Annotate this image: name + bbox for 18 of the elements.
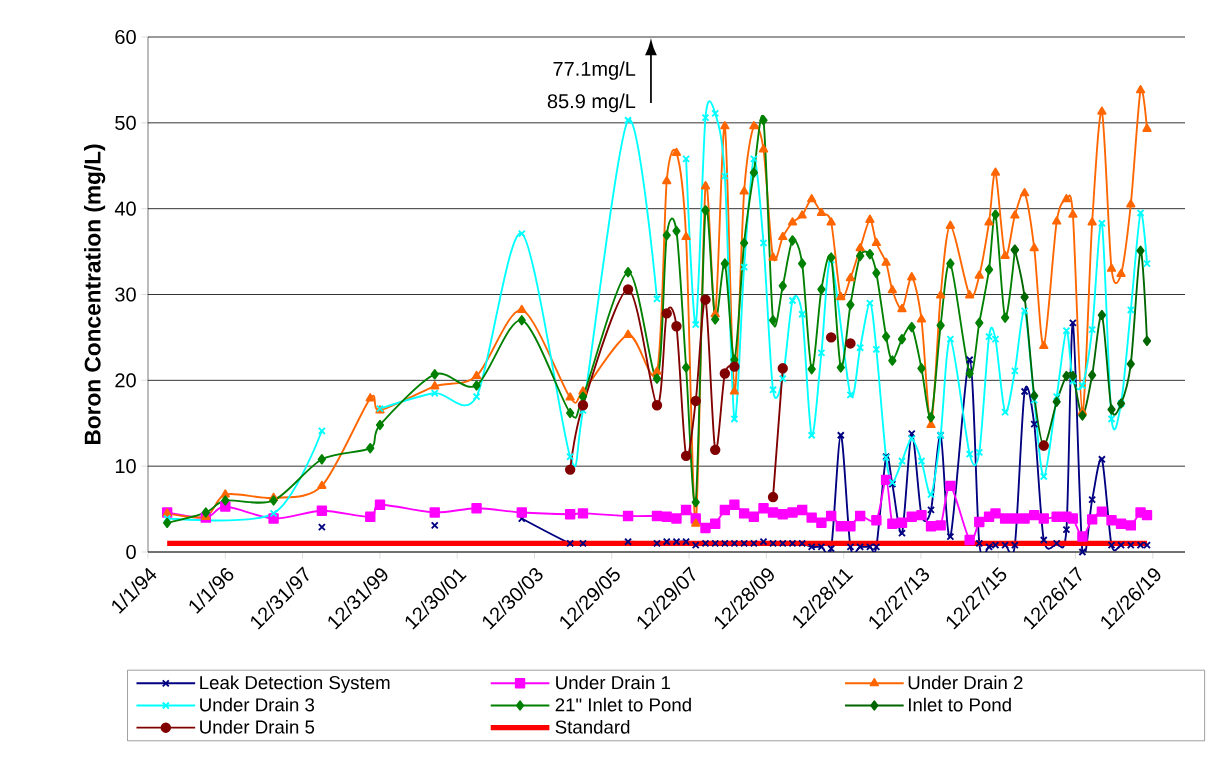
y-tick-label: 10 bbox=[115, 459, 136, 474]
legend-label: Under Drain 3 bbox=[200, 697, 315, 712]
legend-label: Standard bbox=[555, 719, 630, 734]
legend-label: Inlet to Pond bbox=[908, 697, 1011, 712]
annotation: 77.1mg/L bbox=[553, 61, 636, 80]
legend-label: Under Drain 2 bbox=[908, 675, 1023, 690]
y-tick-label: 30 bbox=[115, 287, 136, 302]
annotation: 85.9 mg/L bbox=[547, 93, 636, 113]
legend-label: Under Drain 1 bbox=[556, 675, 670, 690]
y-tick-label: 0 bbox=[126, 544, 136, 560]
y-tick-label: 40 bbox=[114, 201, 136, 216]
legend-label: Under Drain 5 bbox=[200, 719, 315, 734]
legend-label: 21" Inlet to Pond bbox=[555, 697, 691, 712]
y-tick-label: 20 bbox=[115, 373, 136, 388]
y-axis-title: Boron Concentration (mg/L) bbox=[84, 144, 106, 445]
legend-label: Leak Detection System bbox=[200, 675, 390, 693]
y-tick-label: 60 bbox=[115, 29, 136, 45]
y-tick-label: 50 bbox=[115, 115, 136, 130]
